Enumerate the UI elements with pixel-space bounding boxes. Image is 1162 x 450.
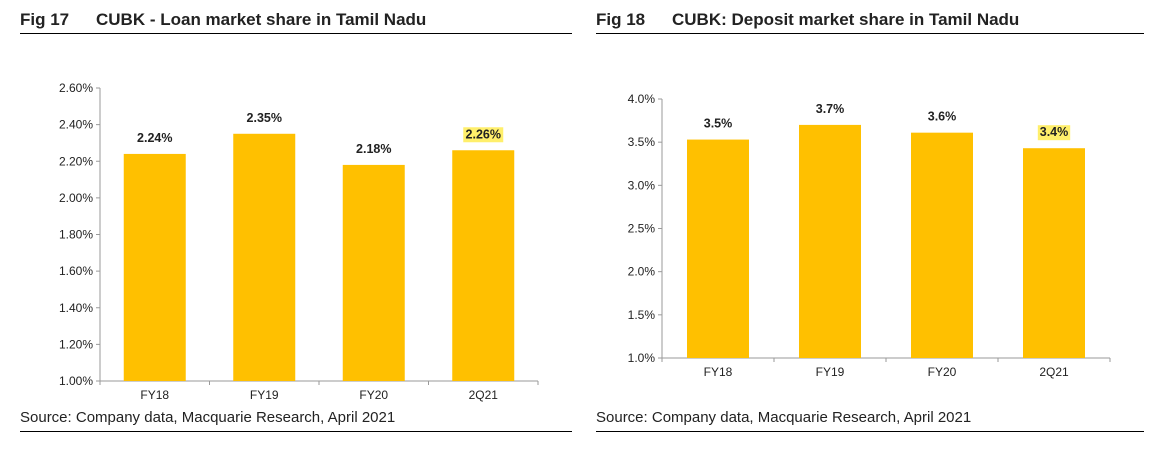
bar-fy18 bbox=[123, 153, 186, 381]
bar-fy19 bbox=[233, 133, 296, 381]
y-tick-label: 1.0% bbox=[628, 351, 656, 365]
y-tick-label: 2.20% bbox=[59, 154, 93, 168]
figure-title: Fig 18 CUBK: Deposit market share in Tami… bbox=[596, 10, 1144, 34]
data-label: 2.26% bbox=[466, 127, 501, 141]
y-tick-label: 1.80% bbox=[59, 228, 93, 242]
label-highlight bbox=[1037, 125, 1071, 141]
x-tick-label: FY20 bbox=[359, 388, 388, 402]
y-tick-label: 2.5% bbox=[628, 222, 656, 236]
data-label: 2.35% bbox=[247, 111, 282, 125]
data-label: 2.18% bbox=[356, 142, 391, 156]
figure-17-panel: Fig 17 CUBK - Loan market share in Tamil … bbox=[20, 0, 572, 450]
figure-title-text: CUBK: Deposit market share in Tamil Nadu bbox=[672, 10, 1020, 29]
title-rule bbox=[596, 33, 1144, 34]
x-tick-label: FY18 bbox=[140, 388, 169, 402]
x-tick-label: FY20 bbox=[928, 365, 957, 379]
figure-title-text: CUBK - Loan market share in Tamil Nadu bbox=[96, 10, 427, 29]
bar-fy18 bbox=[687, 139, 749, 358]
data-label: 2.24% bbox=[137, 131, 172, 145]
y-tick-label: 2.0% bbox=[628, 265, 656, 279]
y-tick-label: 3.0% bbox=[628, 178, 656, 192]
label-highlight bbox=[463, 127, 504, 143]
source-rule bbox=[20, 431, 572, 432]
figure-18-panel: Fig 18 CUBK: Deposit market share in Tami… bbox=[596, 0, 1144, 450]
title-rule bbox=[20, 33, 572, 34]
loan-share-bar-chart: 1.00% 1.20% 1.40% 1.60% 1.80% 2.00% 2.20% 2.40%… bbox=[59, 81, 539, 402]
bar-fy19 bbox=[799, 124, 861, 359]
source-rule bbox=[596, 431, 1144, 432]
y-tick-label: 1.00% bbox=[59, 374, 93, 388]
y-tick-label: 4.0% bbox=[628, 92, 656, 106]
data-label: 3.5% bbox=[704, 117, 733, 131]
y-tick-label: 1.60% bbox=[59, 264, 93, 278]
y-tick-label: 1.5% bbox=[628, 308, 656, 322]
bar-2q21 bbox=[452, 150, 515, 381]
y-tick-label: 2.40% bbox=[59, 118, 93, 132]
bar-fy20 bbox=[911, 132, 973, 358]
data-label: 3.7% bbox=[816, 102, 845, 116]
y-tick-label: 2.00% bbox=[59, 191, 93, 205]
source-note: Source: Company data, Macquarie Research… bbox=[596, 409, 972, 426]
x-tick-label: FY19 bbox=[816, 365, 845, 379]
y-tick-label: 2.60% bbox=[59, 81, 93, 95]
data-label: 3.6% bbox=[928, 110, 957, 124]
figure-number: Fig 17 bbox=[20, 10, 70, 29]
x-tick-label: FY19 bbox=[250, 388, 279, 402]
y-tick-label: 1.20% bbox=[59, 337, 93, 351]
x-tick-label: 2Q21 bbox=[469, 388, 499, 402]
bar-2q21 bbox=[1023, 148, 1085, 358]
x-tick-label: 2Q21 bbox=[1039, 365, 1069, 379]
figure-number: Fig 18 bbox=[596, 10, 646, 29]
deposit-share-bar-chart: 1.0% 1.5% 2.0% 2.5% 3.0% 3.5% 4.0% FY18 3.5% FY19… bbox=[628, 92, 1111, 379]
bar-fy20 bbox=[342, 164, 405, 381]
figure-title: Fig 17 CUBK - Loan market share in Tamil … bbox=[20, 10, 572, 34]
y-tick-label: 3.5% bbox=[628, 135, 656, 149]
y-tick-label: 1.40% bbox=[59, 301, 93, 315]
data-label: 3.4% bbox=[1040, 125, 1069, 139]
source-note: Source: Company data, Macquarie Research… bbox=[20, 409, 396, 426]
x-tick-label: FY18 bbox=[704, 365, 733, 379]
